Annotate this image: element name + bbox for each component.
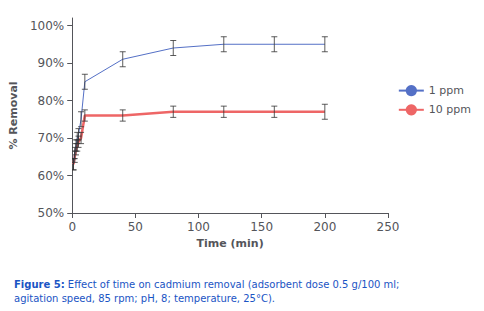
svg-text:% Removal: % Removal xyxy=(7,81,20,149)
svg-text:150: 150 xyxy=(250,220,273,234)
svg-text:80%: 80% xyxy=(38,94,65,108)
svg-text:1 ppm: 1 ppm xyxy=(429,84,464,97)
svg-text:90%: 90% xyxy=(38,56,65,70)
svg-text:70%: 70% xyxy=(38,131,65,145)
svg-text:Effect of time on cadmium remo: Effect of time on cadmium removal (adsor… xyxy=(65,279,400,290)
svg-text:100%: 100% xyxy=(30,19,64,33)
svg-text:0: 0 xyxy=(68,220,76,234)
svg-text:Figure 5:: Figure 5: xyxy=(14,279,65,290)
svg-text:250: 250 xyxy=(377,220,400,234)
svg-text:50: 50 xyxy=(128,220,143,234)
svg-text:100: 100 xyxy=(187,220,210,234)
svg-text:Time (min): Time (min) xyxy=(197,237,264,250)
svg-text:200: 200 xyxy=(313,220,336,234)
svg-text:50%: 50% xyxy=(38,206,65,220)
svg-text:60%: 60% xyxy=(38,169,65,183)
svg-text:10 ppm: 10 ppm xyxy=(429,103,471,116)
svg-text:agitation speed, 85 rpm; pH, 8: agitation speed, 85 rpm; pH, 8; temperat… xyxy=(14,293,275,304)
